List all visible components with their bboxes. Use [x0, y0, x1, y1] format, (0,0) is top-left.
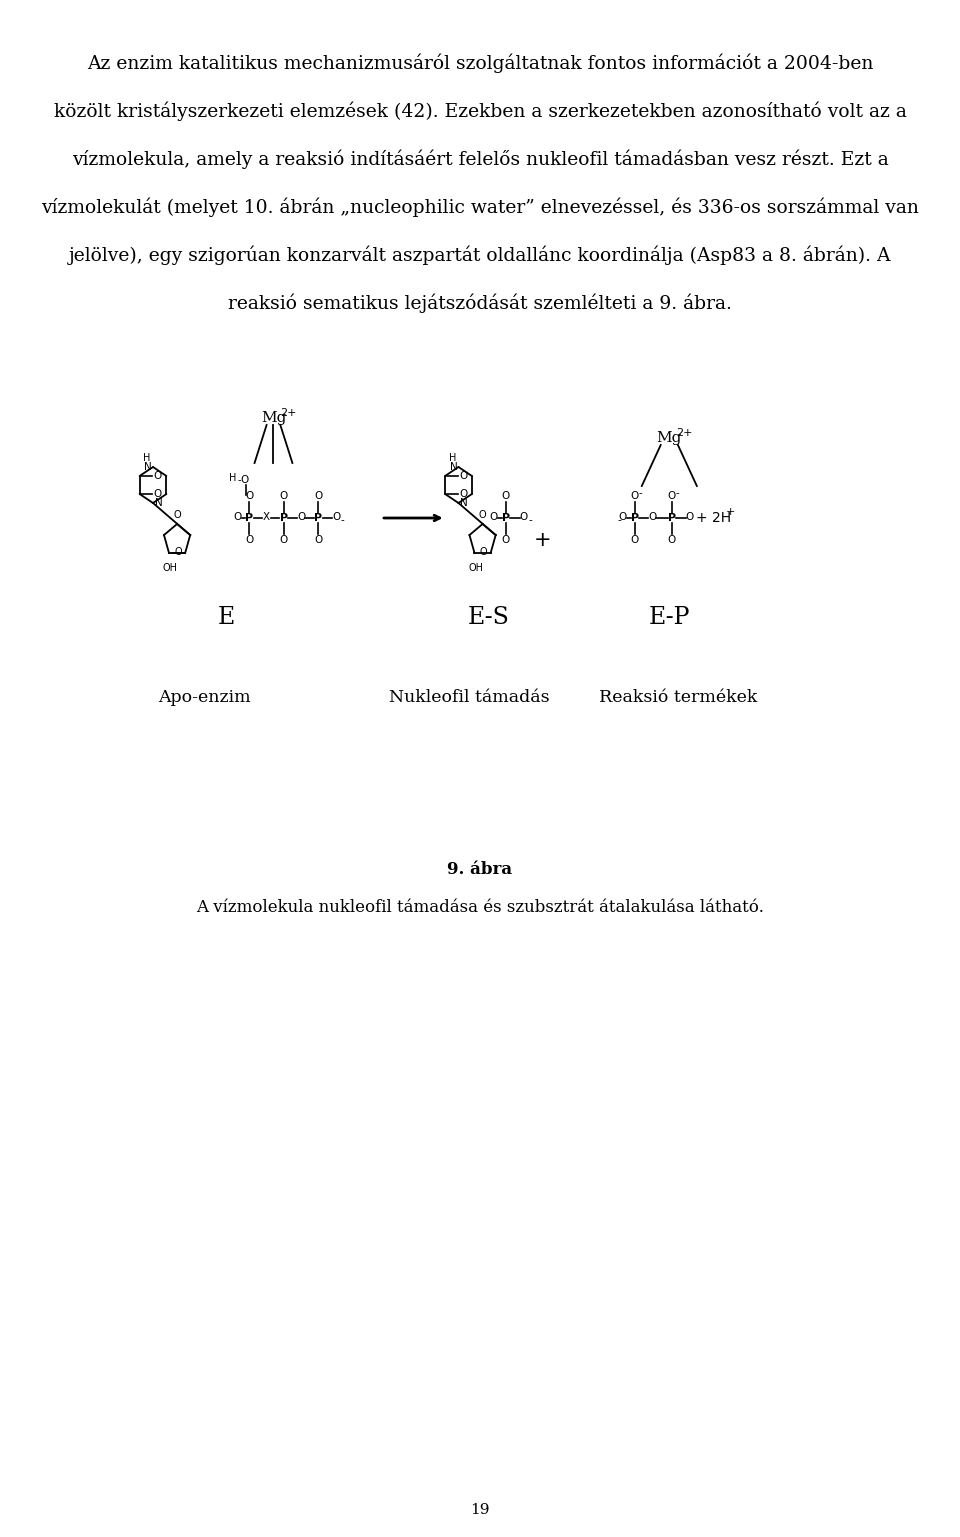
Text: O: O — [502, 535, 510, 546]
Text: 2+: 2+ — [280, 407, 297, 418]
Text: O: O — [297, 512, 305, 523]
Text: O: O — [173, 510, 180, 520]
Text: H: H — [448, 453, 456, 463]
Text: jelölve), egy szigorúan konzarvált aszpartát oldallánc koordinálja (Asp83 a 8. á: jelölve), egy szigorúan konzarvált aszpa… — [69, 246, 891, 264]
Text: -: - — [528, 515, 532, 526]
Text: +: + — [726, 507, 735, 516]
Text: O: O — [648, 512, 657, 523]
Text: A vízmolekula nukleofil támadása és szubsztrát átalakulása látható.: A vízmolekula nukleofil támadása és szub… — [196, 899, 764, 916]
Text: Mg: Mg — [657, 430, 682, 446]
Text: -: - — [617, 515, 621, 526]
Text: O: O — [459, 470, 468, 481]
Text: E-S: E-S — [468, 607, 510, 630]
Text: P: P — [279, 513, 288, 523]
Text: Az enzim katalitikus mechanizmusáról szolgáltatnak fontos információt a 2004-ben: Az enzim katalitikus mechanizmusáról szo… — [86, 54, 874, 72]
Text: O: O — [459, 489, 468, 500]
Text: N: N — [144, 463, 152, 472]
Text: -: - — [341, 515, 345, 526]
Text: O: O — [668, 490, 676, 501]
Text: O: O — [490, 512, 498, 523]
Text: O: O — [154, 489, 162, 500]
Text: Reaksió termékek: Reaksió termékek — [599, 690, 757, 707]
Text: O: O — [479, 510, 487, 520]
Text: E: E — [218, 607, 235, 630]
Text: O: O — [233, 512, 242, 523]
Text: O: O — [332, 512, 341, 523]
Text: N: N — [460, 498, 468, 509]
Text: Apo-enzim: Apo-enzim — [158, 690, 251, 707]
Text: 19: 19 — [470, 1503, 490, 1517]
Text: O: O — [619, 512, 627, 523]
Text: OH: OH — [468, 563, 483, 573]
Text: E-P: E-P — [649, 607, 690, 630]
Text: O: O — [245, 490, 253, 501]
Text: P: P — [246, 513, 253, 523]
Text: 9. ábra: 9. ábra — [447, 862, 513, 879]
Text: P: P — [502, 513, 510, 523]
Text: reaksió sematikus lejátszódását szemlélteti a 9. ábra.: reaksió sematikus lejátszódását szemlélt… — [228, 294, 732, 312]
Text: O: O — [174, 547, 181, 556]
Text: O: O — [668, 535, 676, 546]
Text: O: O — [154, 470, 162, 481]
Text: O: O — [314, 490, 323, 501]
Text: O: O — [279, 535, 288, 546]
Text: vízmolekula, amely a reaksió indításáért felelős nukleofil támadásban vesz részt: vízmolekula, amely a reaksió indításáért… — [72, 149, 888, 169]
Text: O: O — [279, 490, 288, 501]
Text: P: P — [668, 513, 676, 523]
Text: P: P — [631, 513, 639, 523]
Text: O: O — [480, 547, 488, 556]
Text: O: O — [631, 490, 639, 501]
Text: -O: -O — [237, 475, 250, 486]
Text: + 2H: + 2H — [696, 510, 732, 526]
Text: +: + — [534, 530, 552, 550]
Text: O: O — [519, 512, 528, 523]
Text: közölt kristályszerkezeti elemzések (42). Ezekben a szerkezetekben azonosítható : közölt kristályszerkezeti elemzések (42)… — [54, 101, 906, 121]
Text: N: N — [155, 498, 162, 509]
Text: N: N — [450, 463, 458, 472]
Text: O: O — [245, 535, 253, 546]
Text: O: O — [314, 535, 323, 546]
Text: Mg: Mg — [261, 410, 286, 426]
Text: H: H — [143, 453, 151, 463]
Text: O: O — [685, 512, 694, 523]
Text: Nukleofil támadás: Nukleofil támadás — [390, 690, 550, 707]
Text: O: O — [631, 535, 639, 546]
Text: OH: OH — [162, 563, 178, 573]
Text: O: O — [502, 490, 510, 501]
Text: -: - — [675, 489, 679, 498]
Text: 2+: 2+ — [676, 427, 692, 438]
Text: X: X — [263, 512, 270, 523]
Text: P: P — [314, 513, 323, 523]
Text: -: - — [638, 489, 642, 498]
Text: H: H — [229, 473, 237, 483]
Text: vízmolekulát (melyet 10. ábrán „nucleophilic water” elnevezéssel, és 336-os sors: vízmolekulát (melyet 10. ábrán „nucleoph… — [41, 197, 919, 217]
